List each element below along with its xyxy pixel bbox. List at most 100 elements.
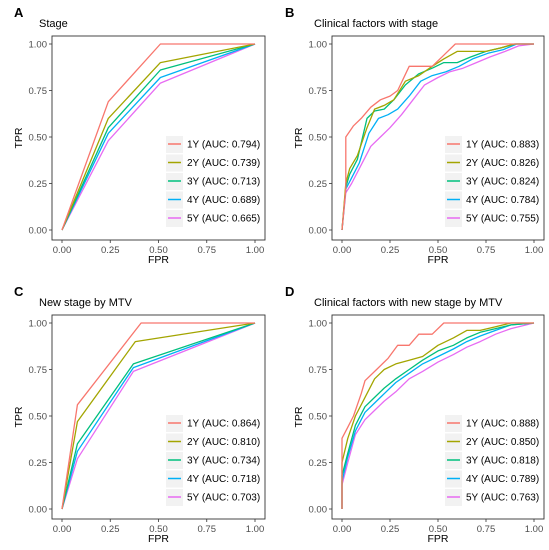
x-tick-label: 1.00 [525, 245, 544, 256]
legend-label: 2Y (AUC: 0.826) [466, 158, 539, 169]
y-tick-label: 0.25 [29, 179, 48, 190]
plot-border [51, 35, 266, 241]
series-line-5y [61, 322, 256, 510]
y-tick-label: 1.00 [29, 318, 48, 329]
series-line-4y [61, 43, 256, 231]
x-axis-label: FPR [148, 533, 169, 545]
legend-label: 3Y (AUC: 0.734) [187, 456, 260, 467]
legend-label: 3Y (AUC: 0.713) [187, 177, 260, 188]
x-tick-label: 0.00 [333, 524, 352, 535]
x-axis-label: FPR [428, 254, 449, 266]
x-tick-label: 0.50 [429, 245, 448, 256]
chart-title: Clinical factors with new stage by MTV [314, 297, 503, 309]
x-axis-label: FPR [148, 254, 169, 266]
y-axis-label: TPR [13, 406, 25, 427]
legend-label: 2Y (AUC: 0.850) [466, 437, 539, 448]
y-tick-label: 1.00 [309, 39, 328, 50]
plot-border [51, 314, 266, 520]
legend-label: 5Y (AUC: 0.703) [187, 493, 260, 504]
y-tick-label: 0.75 [29, 365, 48, 376]
x-tick-label: 0.25 [381, 245, 400, 256]
panel-letter: A [14, 5, 24, 20]
x-tick-label: 0.00 [53, 524, 72, 535]
x-tick-label: 0.50 [149, 524, 168, 535]
y-tick-label: 1.00 [309, 318, 328, 329]
y-tick-label: 1.00 [29, 39, 48, 50]
x-tick-label: 1.00 [525, 524, 544, 535]
legend-label: 4Y (AUC: 0.784) [466, 195, 539, 206]
legend-label: 2Y (AUC: 0.739) [187, 158, 260, 169]
series-line-4y [341, 322, 535, 509]
x-tick-label: 0.75 [477, 524, 496, 535]
chart-title: New stage by MTV [39, 297, 133, 309]
series-line-3y [61, 43, 256, 231]
series-line-3y [61, 322, 256, 510]
chart-panel-d: D Clinical factors with new stage by MTV 0… [285, 284, 545, 545]
chart-panel-c: C New stage by MTV 0.00 0.25 0.50 0.75 1.00 0.0… [13, 284, 266, 545]
series-line-1y [341, 43, 534, 231]
y-tick-label: 0.50 [29, 411, 48, 422]
panel-letter: B [285, 5, 294, 20]
y-tick-label: 0.50 [309, 411, 328, 422]
legend-label: 2Y (AUC: 0.810) [187, 437, 260, 448]
y-tick-label: 0.00 [29, 225, 48, 236]
legend-label: 4Y (AUC: 0.718) [187, 474, 260, 485]
y-tick-label: 0.75 [309, 86, 328, 97]
chart-title: Clinical factors with stage [314, 18, 438, 30]
y-axis-label: TPR [13, 127, 25, 148]
series-line-2y [61, 43, 256, 231]
y-tick-label: 0.00 [29, 504, 48, 515]
series-line-5y [341, 43, 535, 231]
y-tick-label: 0.25 [309, 179, 328, 190]
x-tick-label: 1.00 [246, 524, 265, 535]
series-line-5y [61, 43, 256, 231]
y-axis-label: TPR [293, 406, 305, 427]
x-tick-label: 0.75 [198, 245, 217, 256]
legend-label: 1Y (AUC: 0.883) [466, 140, 539, 151]
series-line-1y [341, 322, 534, 509]
x-tick-label: 0.25 [381, 524, 400, 535]
y-tick-label: 0.00 [309, 504, 328, 515]
y-tick-label: 0.75 [309, 365, 328, 376]
series-line-2y [61, 322, 256, 510]
series-line-4y [61, 322, 256, 510]
series-line-2y [341, 43, 534, 231]
legend-label: 4Y (AUC: 0.789) [466, 474, 539, 485]
y-tick-label: 0.50 [309, 132, 328, 143]
legend-label: 3Y (AUC: 0.818) [466, 456, 539, 467]
chart-panel-a: A Stage 0.00 0.25 0.50 0.75 1.00 0.00 0.25 0.50 0.… [13, 5, 266, 266]
x-tick-label: 1.00 [246, 245, 265, 256]
legend-label: 3Y (AUC: 0.824) [466, 177, 539, 188]
y-tick-label: 0.75 [29, 86, 48, 97]
y-tick-label: 0.00 [309, 225, 328, 236]
legend-label: 1Y (AUC: 0.794) [187, 140, 260, 151]
y-tick-label: 0.50 [29, 132, 48, 143]
y-tick-label: 0.25 [309, 458, 328, 469]
x-tick-label: 0.50 [429, 524, 448, 535]
x-tick-label: 0.75 [477, 245, 496, 256]
legend-label: 5Y (AUC: 0.755) [466, 214, 539, 225]
series-line-4y [341, 43, 534, 231]
series-line-5y [341, 322, 535, 509]
x-tick-label: 0.25 [101, 524, 120, 535]
series-line-1y [61, 322, 255, 510]
legend-label: 4Y (AUC: 0.689) [187, 195, 260, 206]
y-axis-label: TPR [293, 127, 305, 148]
x-tick-label: 0.00 [333, 245, 352, 256]
legend-label: 1Y (AUC: 0.864) [187, 419, 260, 430]
x-axis-label: FPR [428, 533, 449, 545]
x-tick-label: 0.50 [149, 245, 168, 256]
x-tick-label: 0.25 [101, 245, 120, 256]
panel-letter: C [14, 284, 24, 299]
legend-label: 5Y (AUC: 0.665) [187, 214, 260, 225]
y-tick-label: 0.25 [29, 458, 48, 469]
panel-letter: D [285, 284, 294, 299]
series-line-3y [341, 322, 535, 509]
chart-title: Stage [39, 18, 68, 30]
legend-label: 1Y (AUC: 0.888) [466, 419, 539, 430]
series-line-1y [61, 43, 255, 231]
legend-label: 5Y (AUC: 0.763) [466, 493, 539, 504]
x-tick-label: 0.75 [198, 524, 217, 535]
chart-panel-b: B Clinical factors with stage 0.00 0.25 0.50… [285, 5, 545, 266]
